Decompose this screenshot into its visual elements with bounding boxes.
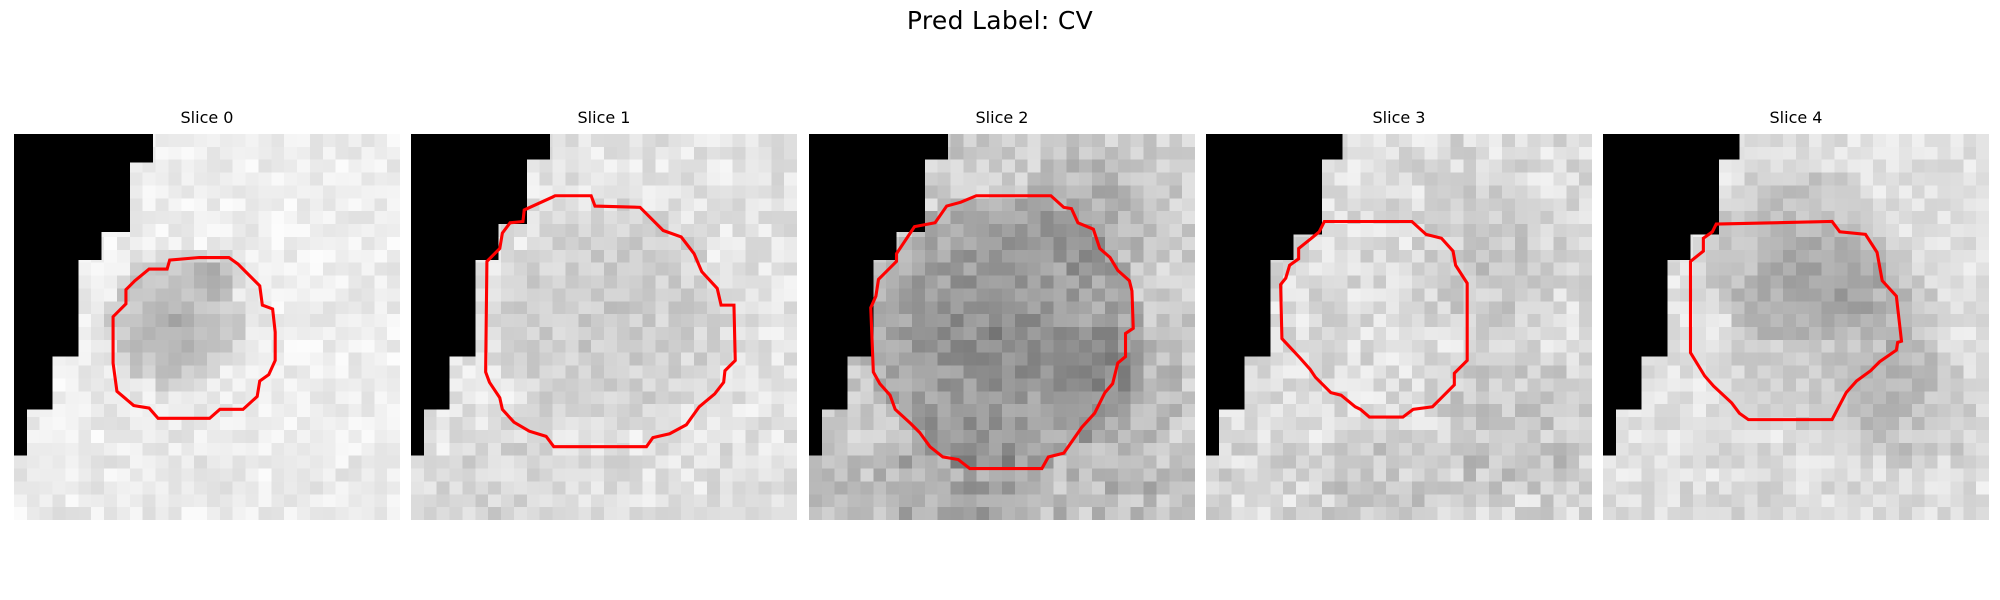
slice-title-3: Slice 3 xyxy=(1372,108,1426,127)
slice-image-1 xyxy=(411,134,797,520)
slice-panel-3: Slice 3 xyxy=(1206,108,1592,520)
dark-mask-region-1 xyxy=(411,134,550,456)
slice-title-1: Slice 1 xyxy=(577,108,631,127)
slice-title-0: Slice 0 xyxy=(180,108,234,127)
slice-title-4: Slice 4 xyxy=(1769,108,1823,127)
figure-title: Pred Label: CV xyxy=(906,6,1094,35)
red-contour-3 xyxy=(1279,219,1469,419)
slice-panel-0: Slice 0 xyxy=(14,108,400,520)
slice-title-2: Slice 2 xyxy=(975,108,1029,127)
dark-mask-region-3 xyxy=(1206,134,1343,456)
slice-panel-1: Slice 1 xyxy=(411,108,797,520)
slice-panel-4: Slice 4 xyxy=(1603,108,1989,520)
red-contour-2 xyxy=(869,194,1135,471)
dark-mask-region-0 xyxy=(14,134,153,456)
dark-mask-region-4 xyxy=(1603,134,1740,456)
red-contour-4 xyxy=(1688,219,1904,422)
slice-image-4 xyxy=(1603,134,1989,520)
red-contour-1 xyxy=(484,194,737,449)
dark-mask-region-2 xyxy=(809,134,948,456)
slice-image-3 xyxy=(1206,134,1592,520)
slice-image-2 xyxy=(809,134,1195,520)
slice-panel-2: Slice 2 xyxy=(809,108,1195,520)
red-contour-0 xyxy=(111,255,277,420)
slice-image-0 xyxy=(14,134,400,520)
